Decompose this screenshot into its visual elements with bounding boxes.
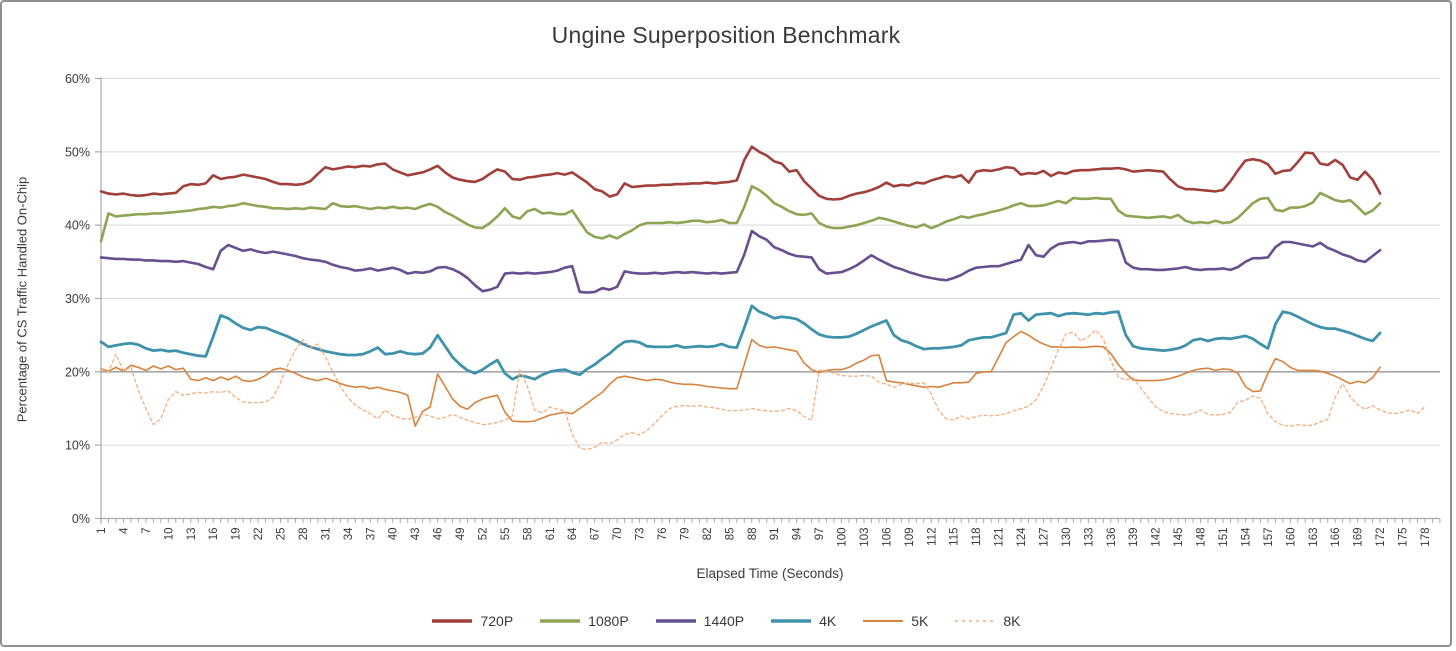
x-tick-label: 151 (1218, 528, 1230, 547)
series-line-8k (100, 329, 1426, 451)
x-tick-label: 31 (320, 528, 332, 541)
y-tick-label: 50% (65, 145, 90, 159)
chart-title: Ungine Superposition Benchmark (551, 22, 901, 48)
y-tick-label: 60% (65, 72, 90, 86)
x-tick-label: 160 (1285, 528, 1297, 547)
x-tick-label: 139 (1128, 528, 1140, 547)
legend-swatch-4k (771, 619, 812, 623)
x-tick-label: 52 (477, 528, 489, 541)
x-tick-label: 73 (635, 528, 647, 541)
legend-label: 1440P (703, 613, 745, 629)
legend-swatch-1440p (655, 619, 696, 623)
x-tick-label: 112 (926, 528, 938, 546)
legend-item-5k: 5K (862, 613, 928, 629)
legend-label: 4K (819, 613, 837, 629)
x-tick-label: 10 (163, 528, 175, 541)
x-tick-label: 127 (1038, 528, 1050, 547)
y-tick-label: 0% (72, 512, 90, 526)
x-tick-label: 121 (994, 528, 1006, 547)
chart-legend: 720P 1080P 1440P 4K 5K 8K (2, 613, 1450, 629)
x-tick-label: 37 (365, 528, 377, 541)
x-tick-label: 16 (208, 528, 220, 541)
y-tick-label: 20% (65, 365, 90, 379)
legend-item-1440p: 1440P (655, 613, 744, 629)
x-tick-label: 109 (904, 528, 916, 547)
legend-swatch-720p (432, 619, 473, 623)
legend-item-4k: 4K (770, 613, 836, 629)
x-tick-label: 142 (1151, 528, 1163, 547)
x-tick-label: 13 (186, 528, 198, 541)
x-tick-label: 172 (1375, 528, 1387, 547)
x-tick-label: 148 (1196, 528, 1208, 547)
y-tick-label: 40% (65, 219, 90, 233)
legend-label: 1080P (588, 613, 629, 629)
x-tick-label: 1 (96, 528, 108, 534)
x-tick-label: 55 (500, 528, 512, 541)
x-tick-label: 46 (433, 528, 445, 541)
legend-item-720p: 720P (431, 613, 513, 629)
x-tick-label: 34 (343, 527, 355, 540)
x-tick-label: 97 (814, 528, 826, 541)
x-tick-label: 103 (859, 528, 871, 547)
y-tick-label: 10% (65, 439, 90, 453)
x-tick-label: 70 (612, 528, 624, 541)
series-line-5k (100, 330, 1381, 427)
x-tick-label: 133 (1083, 528, 1095, 547)
x-tick-label: 163 (1308, 528, 1320, 547)
x-tick-label: 76 (657, 528, 669, 541)
legend-swatch-5k (863, 620, 904, 622)
legend-swatch-1080p (540, 619, 581, 623)
x-tick-label: 169 (1353, 528, 1365, 547)
x-tick-label: 85 (724, 528, 736, 541)
x-tick-label: 49 (455, 528, 467, 541)
x-tick-label: 64 (567, 527, 579, 540)
x-tick-label: 100 (837, 528, 849, 547)
legend-swatch-8k (955, 620, 996, 622)
x-tick-label: 67 (590, 528, 602, 541)
series-line-1440p (99, 229, 1382, 294)
x-tick-label: 88 (747, 528, 759, 541)
series-line-1080p (99, 185, 1382, 243)
x-tick-label: 124 (1016, 527, 1028, 547)
x-tick-label: 106 (881, 528, 893, 547)
legend-label: 720P (480, 613, 514, 629)
x-tick-label: 130 (1061, 528, 1073, 547)
legend-item-8k: 8K (954, 613, 1021, 629)
x-tick-label: 145 (1173, 528, 1185, 547)
x-tick-label: 115 (949, 528, 961, 546)
series-line-4k (99, 304, 1382, 381)
y-tick-label: 30% (65, 292, 90, 306)
x-tick-label: 94 (792, 527, 804, 540)
x-tick-label: 40 (388, 528, 400, 541)
x-tick-label: 19 (231, 528, 243, 541)
legend-label: 5K (911, 613, 929, 629)
x-tick-label: 4 (118, 527, 130, 534)
x-tick-label: 91 (769, 528, 781, 541)
x-tick-label: 43 (410, 528, 422, 541)
x-tick-label: 58 (522, 528, 534, 541)
x-tick-label: 25 (276, 528, 288, 541)
x-tick-label: 7 (141, 528, 153, 534)
x-tick-label: 118 (971, 528, 983, 546)
x-tick-label: 175 (1398, 528, 1410, 547)
x-tick-label: 28 (298, 528, 310, 541)
legend-label: 8K (1003, 613, 1021, 629)
x-tick-label: 157 (1263, 528, 1275, 547)
x-tick-label: 22 (253, 528, 265, 541)
x-tick-label: 154 (1240, 527, 1252, 547)
x-tick-label: 61 (545, 528, 557, 541)
x-tick-label: 178 (1420, 528, 1432, 547)
x-axis-title: Elapsed Time (Seconds) (696, 566, 844, 581)
x-tick-label: 79 (679, 528, 691, 541)
x-tick-label: 166 (1330, 528, 1342, 547)
legend-item-1080p: 1080P (539, 613, 629, 629)
x-tick-label: 82 (702, 528, 714, 541)
series-line-720p (99, 145, 1382, 201)
x-tick-label: 136 (1106, 528, 1118, 547)
